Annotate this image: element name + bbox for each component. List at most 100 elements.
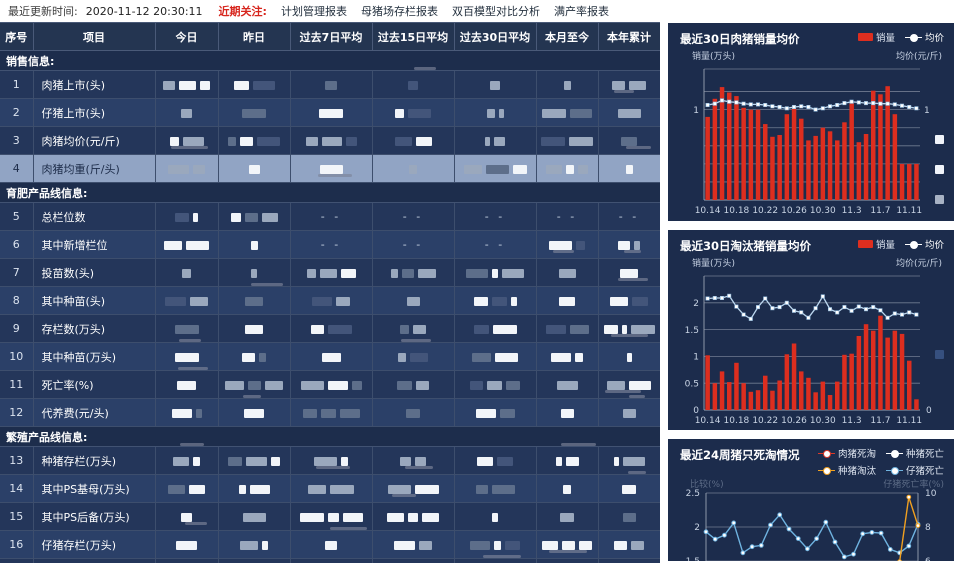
legend-item-avg-price[interactable]: 均价: [904, 237, 944, 251]
table-row[interactable]: 8 其中种苗(头): [0, 283, 660, 315]
table-row[interactable]: 4 肉猪均重(斤/头): [0, 154, 660, 183]
table-row[interactable]: 5 总栏位数 - - - - - - - - - -: [0, 202, 660, 231]
table-row[interactable]: 14 其中PS基母(万头): [0, 471, 660, 503]
redacted-blob: [542, 540, 558, 550]
redacted-blob: [319, 164, 343, 174]
redacted-value: [392, 538, 434, 551]
redacted-value: [238, 538, 270, 551]
col-header-year-to-date[interactable]: 本年累计: [597, 22, 660, 51]
legend-item-fattening-mortality-cull[interactable]: 肉猪死淘: [817, 446, 876, 460]
table-row[interactable]: 9 存栏数(万头): [0, 314, 660, 343]
quick-link-plan-report[interactable]: 计划管理报表: [280, 5, 347, 18]
row-index: 1: [0, 70, 34, 99]
redacted-blob: [473, 296, 488, 306]
update-time-label: 最近更新时间:: [8, 5, 78, 18]
table-cell: [289, 527, 373, 559]
chart-panel-mortality[interactable]: 最近24周猪只死淘情况 肉猪死淘 种猪死亡 种猪淘汰: [667, 438, 955, 562]
chart-legend-cull-sales[interactable]: 销量 均价: [857, 237, 944, 251]
table-cell: [535, 530, 599, 559]
legend-item-breeder-cull[interactable]: 种猪淘汰: [817, 463, 876, 477]
legend-item-avg-price[interactable]: 均价: [904, 30, 944, 44]
table-cell: [535, 286, 599, 315]
table-row[interactable]: 3 肉猪均价(元/斤): [0, 126, 660, 155]
top-status-bar: 最近更新时间: 2020-11-12 20:30:11 近期关注: 计划管理报表…: [0, 0, 955, 22]
redacted-blob: [200, 80, 210, 90]
col-header-month-to-date[interactable]: 本月至今: [535, 22, 599, 51]
col-header-index[interactable]: 序号: [0, 22, 34, 51]
redacted-value: [310, 294, 352, 307]
smudge-artifact: [401, 339, 431, 342]
redacted-blob: [306, 268, 316, 278]
redacted-blob: [613, 456, 619, 466]
table-row[interactable]: 2 仔猪上市(头): [0, 98, 660, 127]
table-row[interactable]: 10 其中种苗(万头): [0, 339, 660, 371]
chart-panel-cull-sales[interactable]: 最近30日淘汰猪销量均价 销量 均价 销量(万头) 均价(元/斤) 0 0.5 1 1…: [667, 229, 955, 431]
col-header-yesterday[interactable]: 昨日: [217, 22, 291, 51]
masked-axis-value: [935, 135, 944, 144]
row-item-label: 其中种苗(万头): [32, 342, 156, 371]
svg-text:10.26: 10.26: [781, 416, 807, 426]
col-header-item[interactable]: 项目: [32, 22, 156, 51]
redacted-blob: [622, 484, 636, 494]
table-row[interactable]: 16 仔猪存栏(万头): [0, 527, 660, 559]
table-row[interactable]: 11 死亡率(%): [0, 367, 660, 399]
table-row[interactable]: 12 代养费(元/头): [0, 395, 660, 427]
redacted-blob: [186, 240, 209, 250]
legend-item-sales-volume[interactable]: 销量: [857, 30, 895, 44]
col-header-today[interactable]: 今日: [154, 22, 219, 51]
table-row[interactable]: 1 肉猪上市(头): [0, 67, 660, 99]
svg-text:11.11: 11.11: [896, 416, 922, 426]
table-cell: [597, 342, 660, 371]
row-item-label: 仔猪上市(头): [32, 98, 156, 127]
redacted-blob: [629, 380, 651, 390]
quick-link-capacity-report[interactable]: 满产率报表: [553, 5, 609, 18]
redacted-value: [472, 322, 519, 335]
quick-link-sow-farm-report[interactable]: 母猪场存栏报表: [360, 5, 438, 18]
table-row[interactable]: 6 其中新增栏位 - - - - - -: [0, 230, 660, 259]
col-header-avg7[interactable]: 过去7日平均: [289, 22, 373, 51]
svg-text:0: 0: [926, 406, 932, 416]
redacted-blob: [265, 380, 283, 390]
col-header-avg30[interactable]: 过去30日平均: [453, 22, 537, 51]
redacted-blob: [563, 80, 571, 90]
recent-focus-label: 近期关注:: [218, 5, 267, 18]
quick-link-model-compare[interactable]: 双百模型对比分析: [451, 5, 540, 18]
row-item-label: 其中PS后备(万头): [32, 502, 156, 531]
redacted-value: [175, 367, 208, 391]
table-row[interactable]: 17配种数: [0, 555, 660, 563]
svg-text:11.3: 11.3: [842, 416, 862, 426]
table-row[interactable]: 13 种猪存栏(万头): [0, 443, 660, 475]
redacted-blob: [300, 380, 324, 390]
table-cell: [217, 342, 291, 371]
legend-item-sales-volume[interactable]: 销量: [857, 237, 895, 251]
metrics-table-panel[interactable]: 序号 项目 今日 昨日 过去7日平均 过去15日平均 过去30日平均 本月至今 …: [0, 22, 660, 563]
chart-panel-pig-sales[interactable]: 最近30日肉猪销量均价 销量 均价 销量(万头) 均价(元/斤) 1 10.14 1…: [667, 22, 955, 222]
redacted-blob: [569, 136, 593, 146]
table-cell: [217, 258, 291, 287]
redacted-value: [539, 134, 595, 147]
col-header-avg15[interactable]: 过去15日平均: [371, 22, 455, 51]
redacted-blob: [502, 268, 524, 278]
row-index: 2: [0, 98, 34, 127]
redacted-blob: [473, 324, 489, 334]
redacted-value: [166, 482, 207, 495]
table-cell: [597, 446, 660, 475]
redacted-blob: [541, 136, 565, 146]
line-swatch-icon: [904, 33, 922, 42]
table-cell: [289, 70, 373, 99]
table-row[interactable]: 7 投苗数(头): [0, 258, 660, 287]
chart-legend-pig-sales[interactable]: 销量 均价: [857, 30, 944, 44]
redacted-value: [462, 162, 529, 175]
redacted-blob: [413, 324, 426, 334]
redacted-blob: [416, 380, 429, 390]
legend-item-piglet-death[interactable]: 仔猪死亡: [885, 463, 944, 477]
table-cell: [535, 558, 599, 563]
chart-legend-mortality[interactable]: 肉猪死淘 种猪死亡 种猪淘汰 仔猪死亡: [817, 446, 944, 477]
legend-item-breeder-death[interactable]: 种猪死亡: [885, 446, 944, 460]
redacted-value: [161, 78, 212, 91]
redacted-value: [226, 454, 282, 467]
redacted-value: [483, 134, 507, 147]
axis-label-avg-price-right: 均价(元/斤): [895, 52, 942, 62]
redacted-blob: [387, 512, 404, 522]
redacted-value: [299, 378, 364, 391]
